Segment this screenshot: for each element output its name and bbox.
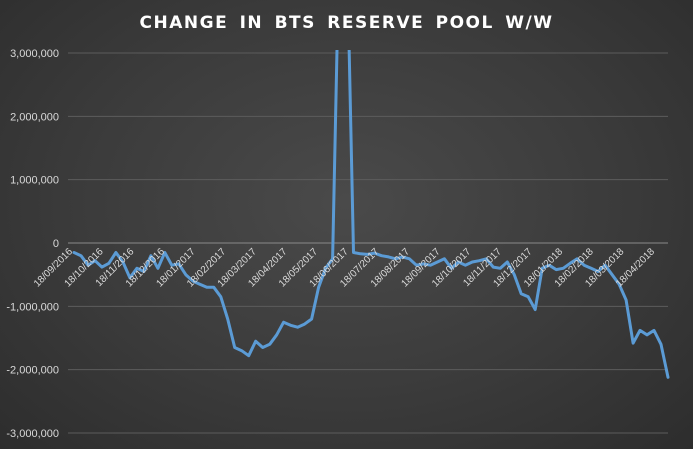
- y-tick-label: 0: [53, 238, 59, 250]
- chart-title: CHANGE IN BTS RESERVE POOL W/W: [139, 13, 554, 33]
- y-axis-tick-labels: 3,000,000 2,000,000 1,000,000 0 -1,000,000 -2…: [6, 48, 59, 440]
- y-tick-label: -2,000,000: [6, 365, 59, 377]
- y-tick-label: -1,000,000: [6, 301, 59, 313]
- gridlines: [68, 52, 668, 434]
- series-line: [72, 50, 670, 379]
- y-tick-label: 3,000,000: [10, 48, 59, 60]
- y-tick-label: 1,000,000: [10, 175, 59, 187]
- series-line-group: [72, 50, 670, 379]
- y-tick-label: 2,000,000: [10, 111, 59, 123]
- y-tick-label: -3,000,000: [6, 428, 59, 440]
